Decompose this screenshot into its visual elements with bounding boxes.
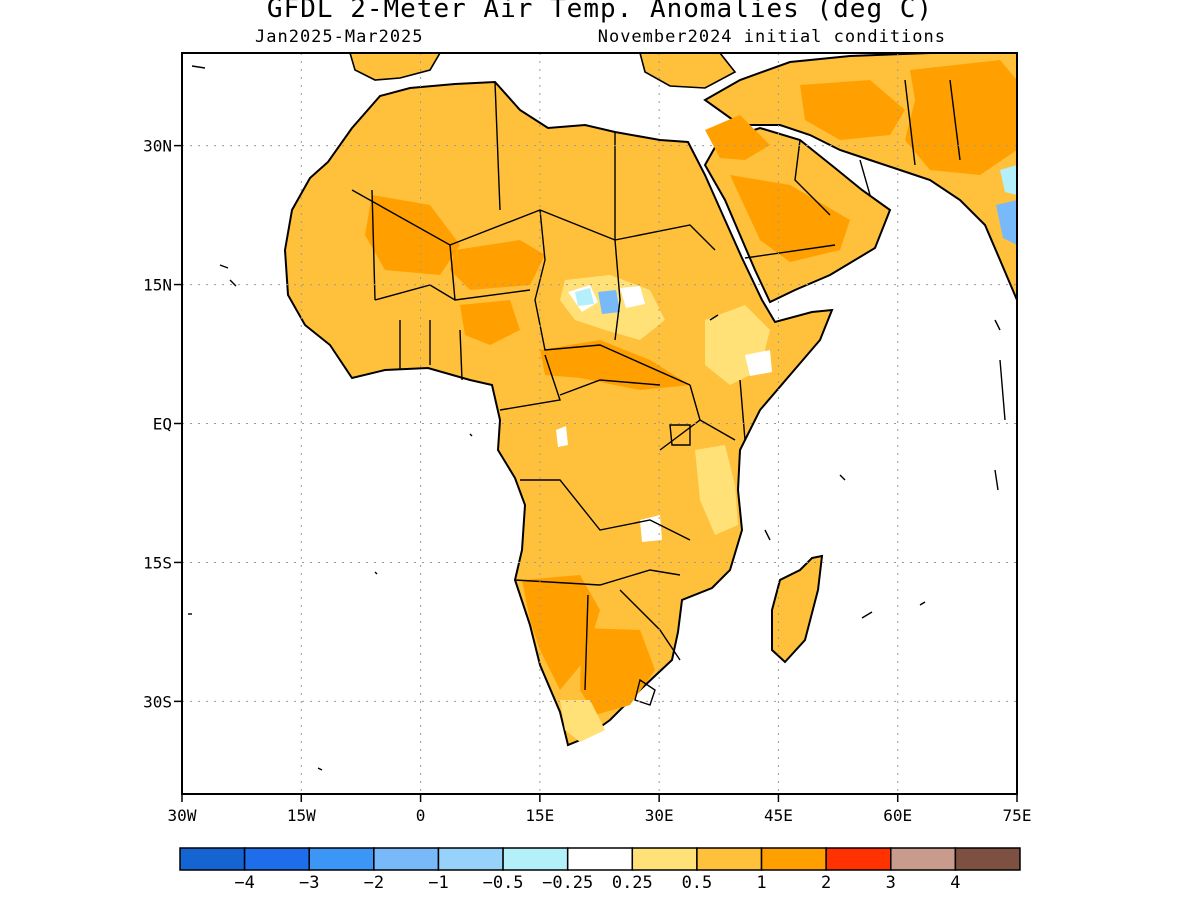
lat-tick-label: 30S: [143, 692, 172, 711]
map-content: [182, 53, 1017, 794]
colorbar-swatch: [760, 847, 827, 871]
colorbar-swatch: [502, 847, 569, 871]
forecast-period: Jan2025-Mar2025: [255, 27, 424, 47]
colorbar-label: −2: [364, 873, 384, 893]
lat-tick-label: EQ: [153, 415, 172, 434]
colorbar: −4 −3 −2 −1 −0.5 −0.25 0.25 0.5 1 2 3 4: [179, 847, 1021, 893]
lon-tick-label: 45E: [764, 806, 793, 825]
lat-tick-label: 30N: [143, 137, 172, 156]
colorbar-swatch: [243, 847, 310, 871]
colorbar-label: −0.5: [483, 873, 524, 893]
colorbar-label: 0.25: [612, 873, 653, 893]
colorbar-label: −1: [428, 873, 448, 893]
turkey-region: [639, 53, 737, 89]
lon-tick-label: 0: [416, 806, 426, 825]
colorbar-swatch: [179, 847, 246, 871]
lon-tick-label: 30E: [645, 806, 674, 825]
colorbar-label: −4: [234, 873, 254, 893]
lon-tick-label: 75E: [1003, 806, 1032, 825]
colorbar-label: −3: [299, 873, 319, 893]
colorbar-swatch: [373, 847, 440, 871]
colorbar-label: 3: [886, 873, 896, 893]
lat-tick-label: 15N: [143, 276, 172, 295]
lon-tick-label: 30W: [168, 806, 197, 825]
lon-tick-label: 60E: [883, 806, 912, 825]
longitude-axis: 30W 15W 0 15E 30E 45E 60E 75E: [168, 794, 1032, 825]
southern-europe: [349, 53, 441, 81]
colorbar-swatch: [437, 847, 504, 871]
lon-tick-label: 15E: [525, 806, 554, 825]
colorbar-label: 0.5: [682, 873, 713, 893]
colorbar-swatch: [631, 847, 698, 871]
grid-lines: [182, 53, 1017, 794]
lat-tick-label: 15S: [143, 553, 172, 572]
colorbar-label: −0.25: [542, 873, 593, 893]
colorbar-label: 4: [950, 873, 960, 893]
islands: [188, 65, 1006, 771]
latitude-axis: 30N 15N EQ 15S 30S: [143, 137, 182, 711]
colorbar-swatch: [308, 847, 375, 871]
colorbar-label: 2: [821, 873, 831, 893]
madagascar: [771, 554, 824, 664]
colorbar-swatch: [696, 847, 763, 871]
map-title: GFDL 2-Meter Air Temp. Anomalies (deg C): [266, 0, 934, 24]
colorbar-swatch: [890, 847, 957, 871]
cool-anomaly-regions: [575, 165, 1017, 314]
lon-tick-label: 15W: [287, 806, 316, 825]
country-borders: [351, 79, 961, 706]
colorbar-label: 1: [756, 873, 766, 893]
colorbar-swatch: [566, 847, 634, 871]
initial-conditions: November2024 initial conditions: [597, 27, 946, 47]
colorbar-swatch: [825, 847, 892, 871]
colorbar-swatch: [954, 847, 1021, 871]
